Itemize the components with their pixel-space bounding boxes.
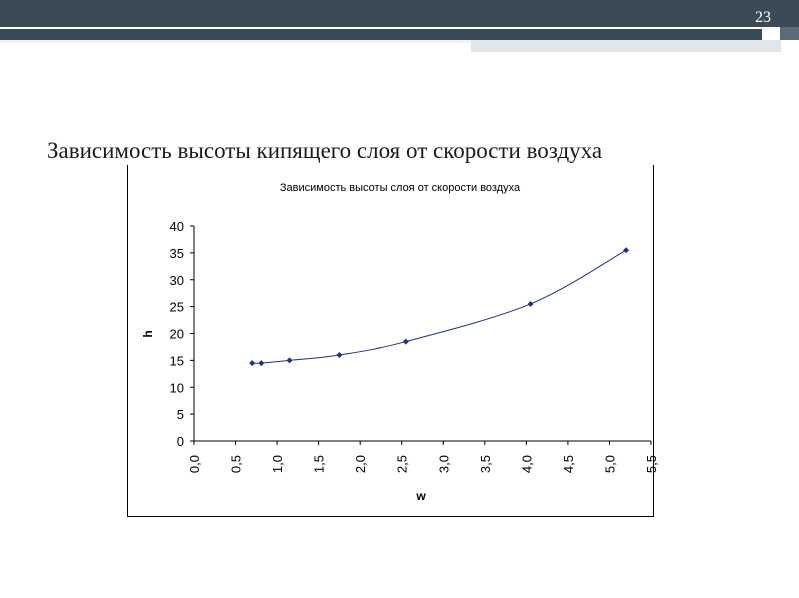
header-stripe (0, 29, 762, 40)
x-tick-label: 1,5 (312, 455, 327, 473)
y-tick-label: 20 (170, 327, 184, 342)
x-tick-label: 5,0 (602, 455, 617, 473)
header-stripe-faint (0, 40, 471, 43)
y-tick-labels: 0 5 10 15 20 25 30 35 40 (170, 219, 194, 449)
header-stripe-light (471, 40, 781, 52)
y-tick-label: 40 (170, 219, 184, 234)
series-line (252, 249, 627, 364)
x-tick-label: 3,5 (478, 455, 493, 473)
y-tick-label: 5 (177, 407, 184, 422)
data-point (249, 360, 256, 367)
data-point (286, 357, 293, 364)
data-point (402, 338, 409, 345)
y-tick-label: 10 (170, 380, 184, 395)
data-points (249, 247, 630, 367)
slide-title: Зависимость высоты кипящего слоя от скор… (47, 138, 603, 163)
data-point (623, 247, 630, 254)
x-tick-label: 4,5 (561, 455, 576, 473)
y-tick-label: 30 (170, 273, 184, 288)
x-tick-label: 2,0 (353, 455, 368, 473)
x-tick-label: 0,0 (187, 455, 202, 473)
x-tick-label: 1,0 (270, 455, 285, 473)
x-tick-labels: 0,0 0,5 1,0 1,5 2,0 2,5 3,0 3,5 4,0 4,5 5,0 5,5 (187, 441, 659, 473)
x-tick-label: 5,5 (644, 455, 659, 473)
data-point (336, 352, 343, 358)
x-tick-label: 0,5 (229, 455, 244, 473)
x-tick-label: 3,0 (436, 455, 451, 473)
data-point (258, 360, 265, 367)
y-tick-label: 15 (170, 353, 184, 368)
y-tick-label: 0 (177, 434, 184, 449)
x-tick-label: 2,5 (395, 455, 410, 473)
chart-title: Зависимость высоты слоя от скорости возд… (280, 182, 521, 194)
header-bar: 23 (0, 0, 799, 27)
y-axis-label: h (141, 330, 155, 337)
slide-number: 23 (755, 9, 771, 26)
x-tick-label: 4,0 (519, 455, 534, 473)
y-tick-label: 25 (170, 300, 184, 315)
x-axis-label: w (415, 489, 426, 503)
data-point (527, 300, 534, 307)
y-tick-label: 35 (170, 246, 184, 261)
chart-frame (127, 165, 654, 517)
header-stripe-accent (780, 27, 799, 40)
